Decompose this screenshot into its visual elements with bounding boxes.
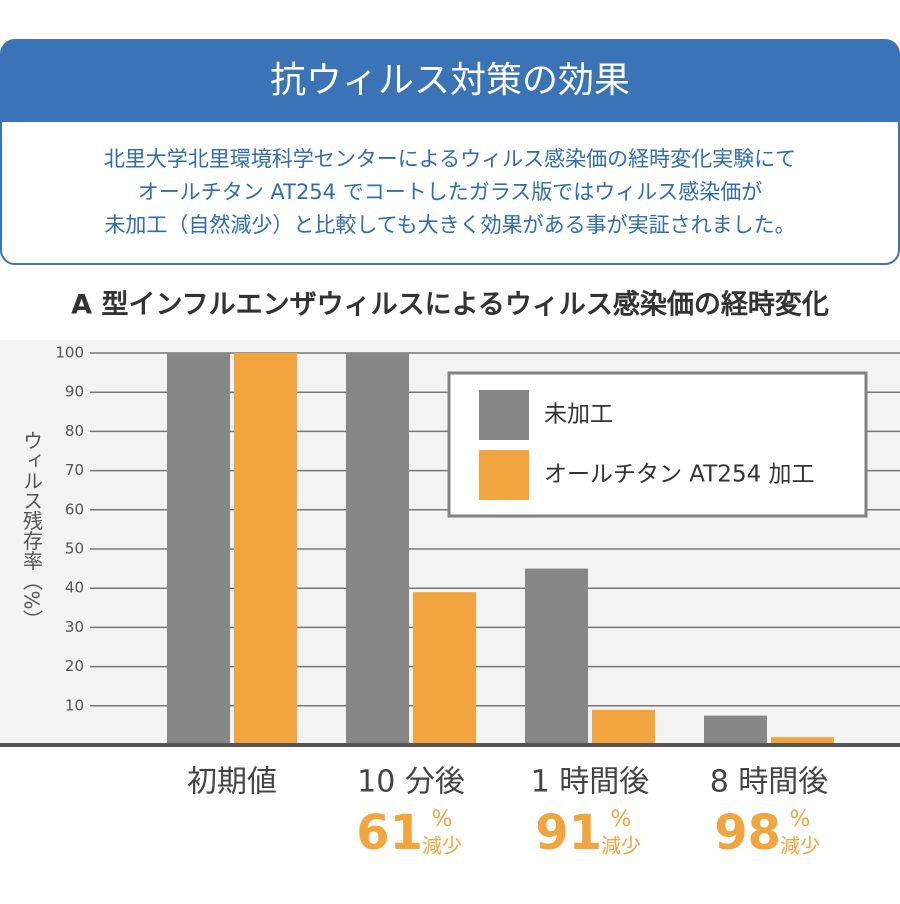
y-tick-label: 70: [65, 461, 84, 479]
bar: [413, 592, 476, 745]
reduction-note: 減少: [601, 834, 641, 858]
legend-label: オールチタン AT254 加工: [544, 462, 815, 488]
reduction-note: 減少: [780, 834, 820, 858]
reduction-unit: %: [432, 807, 453, 832]
bar: [592, 709, 655, 745]
x-tick-label: 1 時間後: [531, 765, 650, 800]
y-tick-label: 100: [55, 344, 84, 362]
bar: [167, 353, 230, 745]
legend-label: 未加工: [544, 402, 613, 428]
y-tick-label: 40: [65, 579, 84, 597]
x-tick-label: 初期値: [187, 765, 277, 800]
y-tick-label: 50: [65, 540, 84, 558]
header-title: 抗ウィルス対策の効果: [270, 60, 630, 101]
header-bar: [1, 40, 899, 122]
bar: [525, 568, 588, 745]
y-tick-label: 60: [65, 500, 84, 518]
y-axis-label: ウィルス残存率（%）: [20, 430, 44, 629]
x-tick-label: 10 分後: [357, 765, 465, 800]
bar: [771, 737, 834, 745]
header-line: オールチタン AT254 でコートしたガラス版ではウィルス感染価が: [138, 180, 763, 204]
header-line: 北里大学北里環境科学センターによるウィルス感染価の経時変化実験にて: [104, 147, 796, 171]
y-tick-label: 90: [65, 383, 84, 401]
y-tick-label: 10: [65, 696, 84, 714]
legend-swatch: [479, 450, 529, 500]
reduction-unit: %: [790, 807, 811, 832]
bar: [234, 353, 297, 745]
reduction-note: 減少: [422, 834, 462, 858]
reduction-value: 91: [535, 805, 602, 861]
reduction-unit: %: [611, 807, 632, 832]
y-tick-label: 80: [65, 422, 84, 440]
header-line: 未加工（自然減少）と比較しても大きく効果がある事が実証されました。: [104, 213, 795, 237]
legend-swatch: [479, 390, 529, 440]
reduction-value: 98: [714, 805, 781, 861]
bar: [346, 353, 409, 745]
bar: [704, 715, 767, 745]
x-tick-label: 8 時間後: [710, 765, 829, 800]
chart-title: A 型インフルエンザウィルスによるウィルス感染価の経時変化: [71, 289, 829, 321]
reduction-value: 61: [356, 805, 423, 861]
y-tick-label: 20: [65, 657, 84, 675]
y-tick-label: 30: [65, 618, 84, 636]
